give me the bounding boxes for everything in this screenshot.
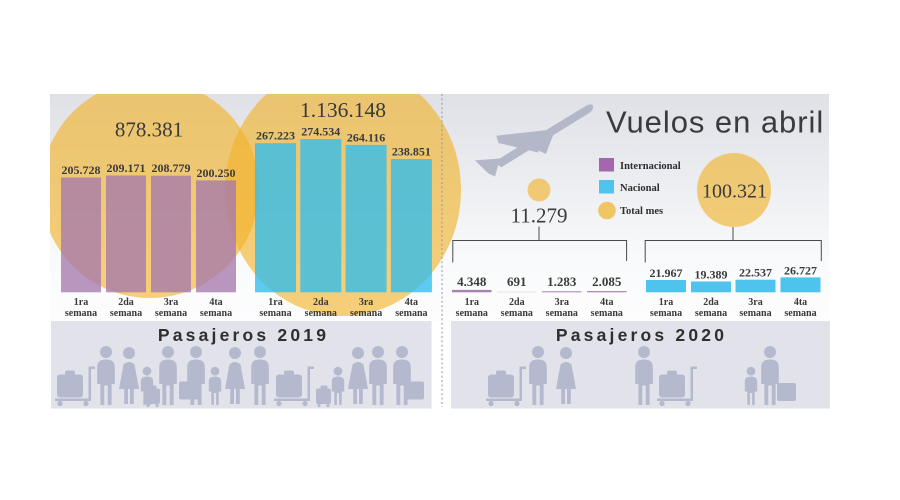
svg-text:267.223: 267.223 — [256, 129, 295, 143]
svg-text:semana: semana — [155, 308, 187, 319]
svg-text:4ta: 4ta — [405, 297, 418, 308]
svg-text:semana: semana — [456, 308, 488, 319]
svg-text:208.779: 208.779 — [152, 161, 191, 175]
svg-text:4ta: 4ta — [209, 297, 222, 308]
svg-text:Pasajeros 2020: Pasajeros 2020 — [556, 325, 727, 345]
svg-text:4ta: 4ta — [794, 297, 807, 308]
svg-text:2da: 2da — [118, 297, 134, 308]
svg-text:3ra: 3ra — [359, 297, 373, 308]
svg-text:2da: 2da — [703, 297, 719, 308]
svg-text:semana: semana — [200, 308, 232, 319]
svg-text:1ra: 1ra — [659, 297, 673, 308]
svg-text:semana: semana — [259, 308, 291, 319]
svg-text:1.283: 1.283 — [547, 274, 577, 289]
svg-text:semana: semana — [650, 308, 682, 319]
svg-text:21.967: 21.967 — [650, 266, 683, 280]
svg-text:semana: semana — [591, 308, 623, 319]
svg-text:1ra: 1ra — [268, 297, 282, 308]
svg-text:2da: 2da — [313, 297, 329, 308]
svg-text:semana: semana — [739, 308, 771, 319]
svg-text:semana: semana — [695, 308, 727, 319]
svg-text:878.381: 878.381 — [115, 118, 183, 142]
svg-text:semana: semana — [305, 308, 337, 319]
svg-text:264.116: 264.116 — [347, 130, 385, 144]
svg-text:22.537: 22.537 — [739, 266, 772, 280]
svg-text:Total mes: Total mes — [620, 206, 663, 217]
svg-text:Vuelos en abril: Vuelos en abril — [606, 105, 824, 140]
svg-text:205.728: 205.728 — [62, 163, 101, 177]
svg-text:semana: semana — [65, 308, 97, 319]
svg-text:4.348: 4.348 — [457, 274, 487, 289]
svg-text:Internacional: Internacional — [620, 161, 681, 172]
svg-text:3ra: 3ra — [555, 297, 569, 308]
svg-text:100.321: 100.321 — [702, 180, 767, 202]
svg-text:4ta: 4ta — [600, 297, 613, 308]
svg-text:1.136.148: 1.136.148 — [300, 98, 386, 122]
svg-text:2da: 2da — [509, 297, 525, 308]
svg-text:1ra: 1ra — [74, 297, 88, 308]
svg-text:1ra: 1ra — [465, 297, 479, 308]
svg-text:26.727: 26.727 — [784, 263, 817, 277]
svg-text:semana: semana — [501, 308, 533, 319]
svg-text:3ra: 3ra — [748, 297, 762, 308]
svg-text:semana: semana — [110, 308, 142, 319]
svg-text:3ra: 3ra — [164, 297, 178, 308]
svg-text:200.250: 200.250 — [197, 166, 236, 180]
svg-text:11.279: 11.279 — [511, 203, 568, 227]
svg-text:691: 691 — [507, 274, 527, 289]
svg-text:Nacional: Nacional — [620, 183, 660, 194]
svg-text:274.534: 274.534 — [301, 125, 340, 139]
svg-text:Pasajeros 2019: Pasajeros 2019 — [158, 325, 329, 345]
svg-text:19.389: 19.389 — [695, 268, 728, 282]
svg-text:semana: semana — [546, 308, 578, 319]
svg-text:semana: semana — [784, 308, 816, 319]
svg-text:209.171: 209.171 — [107, 161, 146, 175]
svg-text:semana: semana — [350, 308, 382, 319]
svg-text:2.085: 2.085 — [592, 274, 622, 289]
svg-text:semana: semana — [395, 308, 427, 319]
svg-text:238.851: 238.851 — [392, 145, 431, 159]
